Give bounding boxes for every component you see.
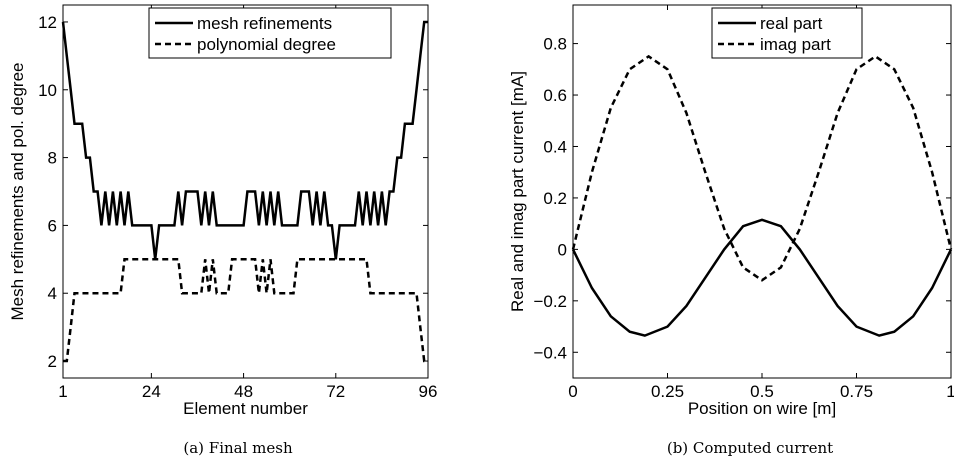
x-tick-label: 96 [419, 382, 438, 401]
y-tick-label: 10 [38, 81, 57, 100]
y-tick-label: 0.2 [543, 189, 567, 208]
y-axis-label: Mesh refinements and pol. degree [8, 63, 27, 321]
caption-a: (a) Final mesh [183, 439, 293, 457]
x-tick-label: 0.25 [651, 382, 684, 401]
caption-b: (b) Computed current [667, 439, 833, 457]
legend-box [148, 7, 392, 59]
x-tick-label: 48 [234, 382, 253, 401]
y-tick-label: 0 [558, 240, 567, 259]
x-tick-label: 0 [568, 382, 577, 401]
axes-box [62, 4, 429, 379]
legend-box [711, 7, 863, 59]
x-tick-label: 72 [326, 382, 345, 401]
y-tick-label: 4 [48, 284, 57, 303]
series-line-polynomial-degree [63, 258, 428, 363]
y-tick-label: 6 [48, 216, 57, 235]
chart-computed-current: 0 0.25 0.5 0.75 1 −0.4 −0.2 0 0.2 0.4 0.6 0.8 Positi… [508, 4, 954, 418]
legend-entry: mesh refinements [197, 14, 332, 33]
y-tick-label: 0.8 [543, 35, 567, 54]
y-tick-label: −0.2 [533, 292, 567, 311]
legend-entry: real part [760, 14, 823, 33]
axes-box [572, 4, 952, 379]
series-line-imag-part [571, 54, 953, 282]
x-tick-label: 1 [946, 382, 954, 401]
x-tick-label: 1 [58, 382, 67, 401]
y-tick-label: 0.6 [543, 86, 567, 105]
x-axis-label: Position on wire [m] [688, 399, 836, 418]
y-tick-label: 8 [48, 149, 57, 168]
legend-entry: polynomial degree [197, 35, 336, 54]
y-tick-label: 2 [48, 352, 57, 371]
x-axis-label: Element number [183, 399, 308, 418]
x-tick-label: 0.5 [750, 382, 774, 401]
series-line-mesh-refinements [61, 20, 428, 260]
legend-entry: imag part [760, 35, 831, 54]
x-tick-label: 24 [142, 382, 161, 401]
y-axis-label: Real and imag part current [mA] [508, 71, 527, 312]
series-line-real-part [571, 218, 953, 337]
y-tick-label: 0.4 [543, 137, 567, 156]
x-tick-label: 0.75 [840, 382, 873, 401]
y-tick-label: 12 [38, 13, 57, 32]
y-tick-label: −0.4 [533, 343, 567, 362]
